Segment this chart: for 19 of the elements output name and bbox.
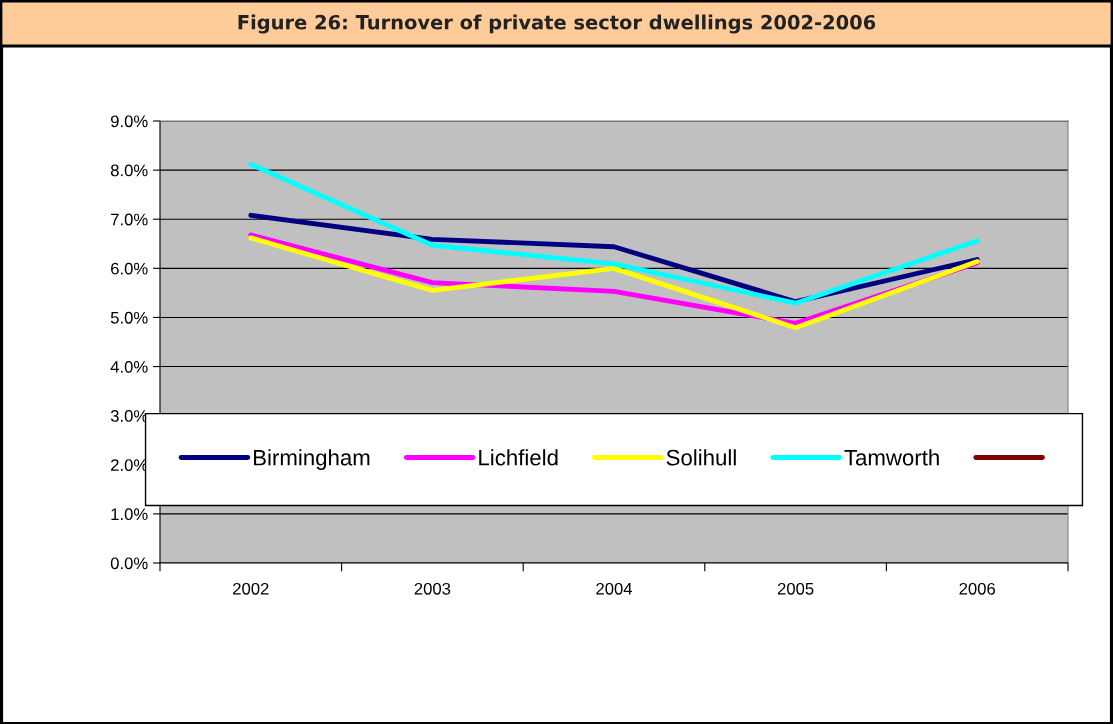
x-tick-label: 2006	[959, 582, 996, 595]
legend-label: Tamworth	[844, 449, 939, 466]
legend-label: Birmingham	[254, 449, 370, 470]
x-tick-label: 2004	[596, 582, 633, 595]
y-tick-label: 7.0%	[111, 213, 148, 226]
x-tick-label: 2002	[233, 582, 269, 595]
y-tick-label: 6.0%	[111, 262, 148, 275]
line-series	[248, 161, 980, 306]
y-tick-label: 0.0%	[110, 557, 148, 570]
chart-title: Figure 26: Turnover of private sector dwellings 2002-2006	[238, 14, 876, 34]
y-tick-label: 8.0%	[110, 164, 148, 177]
y-tick-label: 4.0%	[110, 360, 148, 373]
y-tick-label: 1.0%	[111, 508, 148, 521]
x-tick-label: 2005	[777, 582, 814, 595]
legend-label: Solihull	[666, 449, 736, 466]
legend-label: Lichfield	[479, 449, 558, 466]
y-tick-label: 5.0%	[110, 311, 148, 324]
y-tick-label: 9.0%	[110, 115, 148, 128]
x-tick-label: 2003	[414, 582, 451, 595]
